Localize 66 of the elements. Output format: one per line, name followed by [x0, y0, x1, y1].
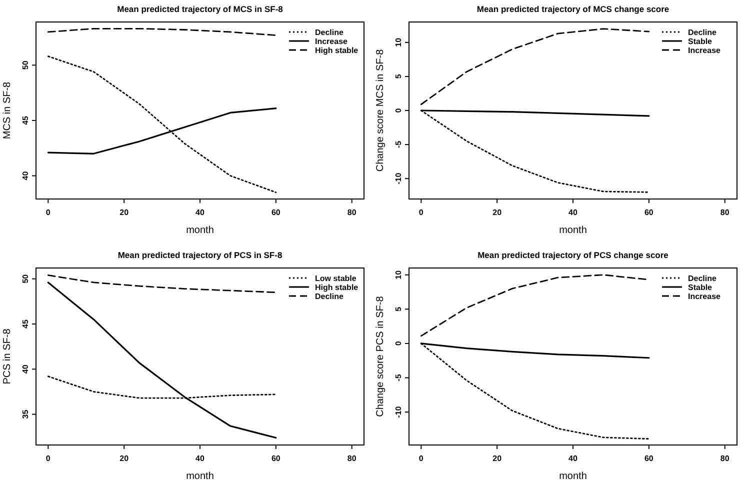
legend-label: Decline	[315, 292, 344, 301]
chart-title: Mean predicted trajectory of MCS change score	[476, 4, 670, 14]
legend-label: High stable	[315, 283, 359, 292]
x-tick-label: 40	[568, 208, 578, 217]
line-series	[47, 56, 277, 194]
line-series	[47, 274, 277, 294]
chart-title: Mean predicted trajectory of PCS change score	[478, 250, 669, 260]
x-tick-label: 40	[196, 454, 205, 463]
x-tick-label: 60	[271, 208, 281, 217]
x-tick-label: 80	[720, 208, 730, 217]
y-tick-label: 0	[394, 340, 403, 346]
y-tick-label: 5	[394, 74, 403, 79]
y-tick-label: -10	[394, 406, 403, 418]
y-axis-title: MCS in SF-8	[2, 81, 13, 140]
x-tick-label: 60	[271, 454, 281, 463]
y-tick-label: -5	[394, 140, 403, 148]
x-tick-label: 0	[418, 208, 424, 217]
x-tick-label: 20	[492, 454, 502, 463]
chart-title: Mean predicted trajectory of MCS in SF-8	[117, 4, 284, 14]
y-tick-label: -5	[394, 374, 403, 382]
legend-label: Increase	[315, 37, 348, 46]
y-tick-label: 35	[21, 409, 30, 419]
line-series	[420, 28, 650, 106]
x-tick-label: 40	[196, 208, 205, 217]
x-tick-label: 80	[347, 454, 357, 463]
legend-label: Low stable	[315, 274, 357, 283]
x-tick-label: 20	[120, 454, 130, 463]
x-tick-label: 0	[46, 454, 51, 463]
y-tick-label: 50	[21, 60, 30, 70]
x-axis-title: month	[186, 471, 214, 482]
y-tick-label: 10	[394, 270, 403, 280]
y-tick-label: 50	[21, 274, 30, 284]
x-axis-title: month	[559, 225, 587, 236]
y-axis-title: Change score PCS in SF-8	[375, 296, 386, 417]
y-tick-label: 40	[21, 170, 30, 180]
y-tick-label: -10	[394, 172, 403, 184]
legend-label: High stable	[315, 46, 359, 55]
x-axis-title: month	[559, 471, 587, 482]
y-tick-label: 5	[394, 306, 403, 312]
line-series	[47, 28, 277, 36]
legend-label: Decline	[688, 28, 718, 37]
chart-title: Mean predicted trajectory of PCS in SF-8	[118, 250, 282, 260]
y-axis-title: Change score MCS in SF-8	[375, 48, 386, 172]
x-tick-label: 60	[644, 454, 654, 463]
legend-label: Stable	[688, 283, 713, 292]
x-tick-label: 20	[120, 208, 130, 217]
x-axis-title: month	[186, 225, 214, 236]
legend-label: Decline	[688, 274, 718, 283]
legend-label: Stable	[688, 37, 713, 46]
y-tick-label: 45	[21, 318, 30, 328]
legend-label: Increase	[688, 292, 722, 301]
legend-label: Decline	[315, 28, 344, 37]
x-tick-label: 0	[46, 208, 51, 217]
y-tick-label: 0	[394, 108, 403, 113]
legend-label: Increase	[688, 46, 722, 55]
x-tick-label: 40	[568, 454, 578, 463]
y-tick-label: 40	[21, 364, 30, 374]
x-tick-label: 20	[492, 208, 502, 217]
x-tick-label: 60	[644, 208, 654, 217]
x-tick-label: 0	[418, 454, 424, 463]
line-series	[47, 282, 277, 439]
x-tick-label: 80	[720, 454, 730, 463]
y-tick-label: 10	[394, 37, 403, 47]
y-tick-label: 45	[21, 115, 30, 125]
x-tick-label: 80	[347, 208, 357, 217]
y-axis-title: PCS in SF-8	[2, 328, 13, 384]
